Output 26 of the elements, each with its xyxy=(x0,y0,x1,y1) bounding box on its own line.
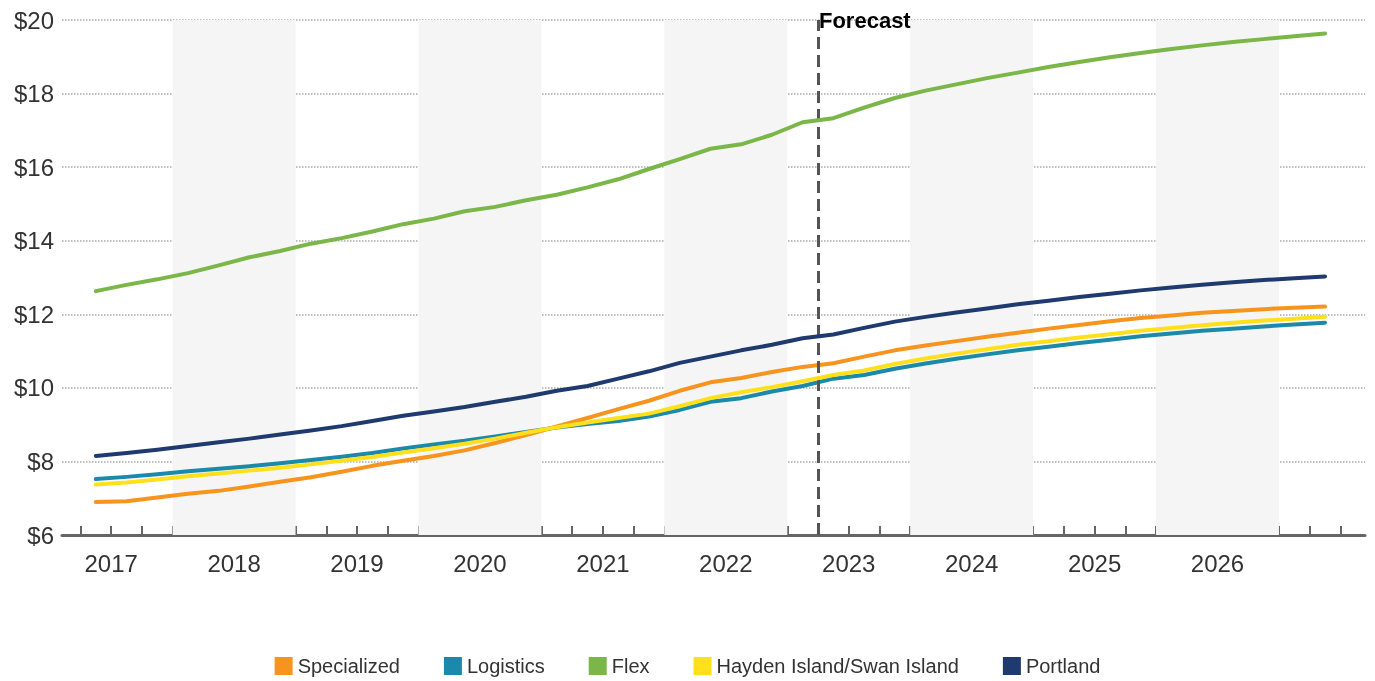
y-tick-label: $8 xyxy=(27,447,54,475)
y-tick-label: $16 xyxy=(13,153,54,181)
x-tick-label: 2024 xyxy=(944,549,999,577)
y-tick-label: $12 xyxy=(13,300,54,328)
legend-label: Portland xyxy=(1025,655,1101,677)
x-tick-label: 2017 xyxy=(84,549,138,577)
line-series xyxy=(93,31,1328,294)
x-tick-label: 2018 xyxy=(207,549,261,577)
x-tick-label: 2026 xyxy=(1190,549,1245,577)
y-tick-label: $18 xyxy=(13,80,54,108)
y-tick-label: $10 xyxy=(13,374,54,402)
legend-label: Logistics xyxy=(466,655,545,677)
ref-line-label: Forecast xyxy=(818,7,912,33)
legend-label: Flex xyxy=(611,655,650,677)
legend-label: Specialized xyxy=(297,655,400,677)
x-tick-label: 2020 xyxy=(453,549,507,577)
x-tick-label: 2021 xyxy=(576,549,630,577)
legend-label: Hayden Island/Swan Island xyxy=(716,655,959,677)
x-tick-label: 2023 xyxy=(822,549,876,577)
x-tick-label: 2022 xyxy=(699,549,753,577)
x-tick-label: 2025 xyxy=(1067,549,1122,577)
y-tick-label: $20 xyxy=(13,6,54,34)
y-tick-label: $6 xyxy=(27,521,54,549)
y-tick-label: $14 xyxy=(13,227,54,255)
x-tick-label: 2019 xyxy=(330,549,384,577)
line-series xyxy=(93,274,1328,458)
